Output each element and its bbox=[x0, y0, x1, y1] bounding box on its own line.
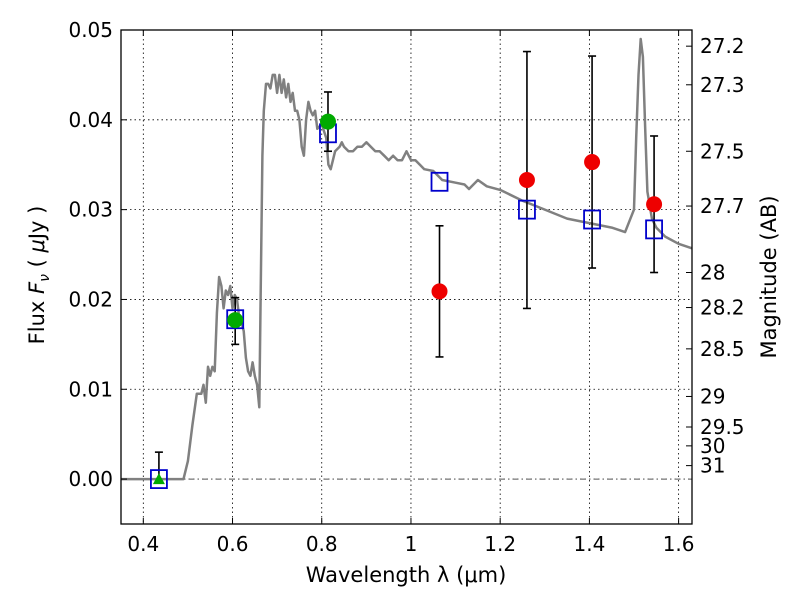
right-tick-label: 27.2 bbox=[700, 34, 745, 58]
y-axis-ticks: 0.00 0.01 0.02 0.03 0.04 0.05 bbox=[68, 18, 127, 491]
y-tick-label: 0.01 bbox=[68, 377, 113, 401]
plot-area bbox=[121, 37, 692, 481]
right-tick-label: 31 bbox=[700, 454, 725, 478]
model-band-square bbox=[226, 309, 245, 330]
y-axis-label-part: μ bbox=[25, 239, 49, 253]
x-tick-label: 1.6 bbox=[663, 532, 695, 556]
model-band-markers bbox=[150, 123, 663, 489]
red-data-point bbox=[646, 196, 663, 213]
y-tick-label: 0.04 bbox=[68, 108, 113, 132]
y-axis-label-part: ν bbox=[37, 274, 53, 282]
red-data-point bbox=[431, 283, 448, 300]
right-axis-label: Magnitude (AB) bbox=[757, 195, 781, 358]
red-data-markers bbox=[431, 154, 663, 300]
red-data-point bbox=[518, 171, 535, 188]
right-tick-label: 28.2 bbox=[700, 296, 745, 320]
detection-markers bbox=[152, 113, 336, 485]
y-axis-label-part: Jy ) bbox=[25, 206, 49, 242]
x-tick-label: 1 bbox=[405, 532, 418, 556]
detection-point bbox=[319, 113, 336, 130]
y-tick-label: 0.00 bbox=[68, 467, 113, 491]
detection-point bbox=[227, 312, 244, 329]
x-axis-ticks: 0.4 0.6 0.8 1 1.2 1.4 1.6 bbox=[127, 30, 695, 556]
right-tick-label: 28.5 bbox=[700, 337, 745, 361]
y-axis-label-part: ( bbox=[25, 253, 49, 275]
right-tick-label: 28 bbox=[700, 261, 725, 285]
x-tick-label: 0.6 bbox=[217, 532, 249, 556]
x-tick-label: 1.4 bbox=[573, 532, 605, 556]
y-axis-label: Flux Fν ( μJy ) bbox=[25, 206, 53, 345]
right-tick-label: 29.5 bbox=[700, 415, 745, 439]
y-tick-label: 0.03 bbox=[68, 198, 113, 222]
x-tick-label: 0.8 bbox=[306, 532, 338, 556]
x-tick-label: 0.4 bbox=[127, 532, 159, 556]
model-band-square bbox=[518, 199, 536, 220]
y-axis-label-part: Flux bbox=[25, 294, 49, 344]
right-tick-label: 27.3 bbox=[700, 73, 745, 97]
right-tick-label: 27.5 bbox=[700, 139, 745, 163]
right-tick-label: 30 bbox=[700, 434, 725, 458]
x-axis-label: Wavelength λ (μm) bbox=[306, 563, 507, 587]
model-spectrum-line bbox=[121, 37, 692, 481]
y-tick-label: 0.02 bbox=[68, 287, 113, 311]
model-band-square bbox=[645, 219, 663, 240]
right-tick-label: 29 bbox=[700, 384, 725, 408]
right-tick-label: 27.7 bbox=[700, 194, 745, 218]
plot-frame bbox=[120, 29, 693, 525]
model-band-square bbox=[430, 171, 449, 192]
red-data-point bbox=[584, 154, 601, 171]
y-tick-label: 0.05 bbox=[68, 18, 113, 42]
x-tick-label: 1.2 bbox=[484, 532, 516, 556]
y-axis-label-part: F bbox=[25, 281, 49, 294]
detection-triangle bbox=[152, 473, 165, 485]
model-band-square bbox=[150, 469, 168, 489]
model-band-square bbox=[583, 209, 601, 230]
